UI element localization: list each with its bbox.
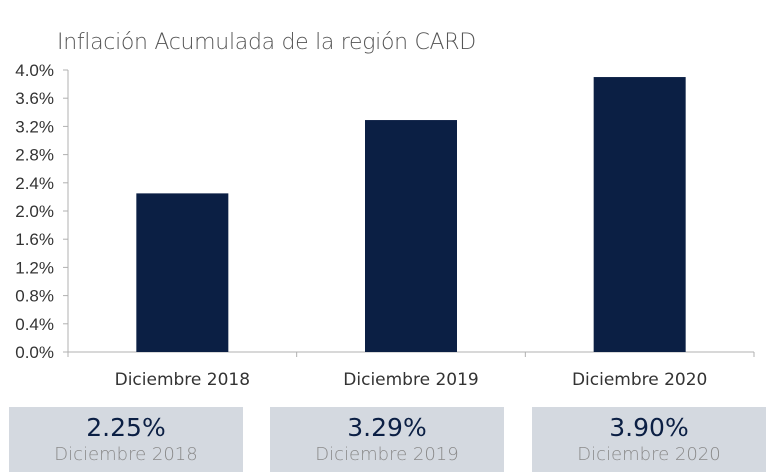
y-tick-label: 1.6% (15, 230, 54, 249)
x-tick-label: Diciembre 2018 (115, 370, 250, 390)
y-tick-label: 0.4% (15, 315, 54, 334)
chart-title: Inflación Acumulada de la región CARD (57, 30, 476, 55)
labels: 0.0% 0.4% 0.8% 1.2% 1.6% 2.0% 2.4% 2.8% 3.2% 3.6%… (15, 61, 707, 390)
card-value: 2.25% (86, 413, 166, 442)
y-tick-label: 3.2% (15, 117, 54, 136)
bar-chart: 0.0% 0.4% 0.8% 1.2% 1.6% 2.0% 2.4% 2.8% 3.2% 3.6%… (15, 61, 755, 390)
summary-cards: 2.25% Diciembre 2018 3.29% Diciembre 201… (0, 407, 768, 472)
y-tick-label: 2.4% (15, 174, 54, 193)
summary-card-2020: 3.90% Diciembre 2020 (532, 407, 766, 472)
card-value: 3.90% (609, 413, 689, 442)
bar (365, 120, 457, 353)
x-tick-label: Diciembre 2020 (572, 370, 707, 390)
y-tick-label: 2.8% (15, 146, 54, 165)
card-label: Diciembre 2018 (54, 444, 198, 465)
y-tick-label: 2.0% (15, 202, 54, 221)
summary-card-2018: 2.25% Diciembre 2018 (9, 407, 243, 472)
y-tick-label: 4.0% (15, 61, 54, 80)
bar (593, 77, 686, 353)
card-value: 3.29% (347, 413, 427, 442)
card-label: Diciembre 2020 (577, 444, 721, 465)
y-tick-label: 3.6% (15, 89, 54, 108)
y-tick-label: 0.0% (15, 343, 54, 362)
y-tick-label: 1.2% (15, 258, 54, 277)
x-tick-label: Diciembre 2019 (343, 370, 478, 390)
bars (136, 77, 686, 353)
summary-card-2019: 3.29% Diciembre 2019 (270, 407, 504, 472)
bar (136, 193, 229, 352)
y-tick-label: 0.8% (15, 287, 54, 306)
card-label: Diciembre 2019 (315, 444, 459, 465)
